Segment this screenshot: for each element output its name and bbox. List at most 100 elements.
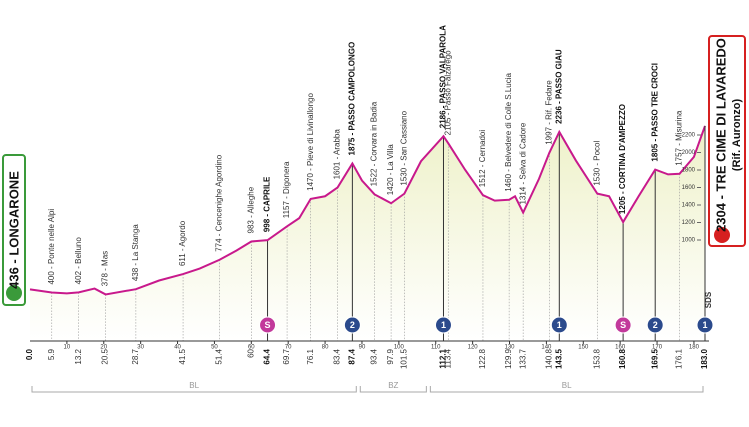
x-tick-label: 40 (174, 345, 181, 351)
region-label: BL (562, 381, 572, 390)
x-tick-label: 80 (322, 345, 329, 351)
x-tick-label: 30 (137, 345, 144, 351)
climb-badge-label: 1 (702, 320, 707, 330)
x-tick-label: 100 (394, 345, 405, 351)
x-tick-label: 180 (689, 345, 700, 351)
waypoint-label: 1420 - La Villa (386, 144, 395, 196)
x-tick-label: 10 (64, 345, 71, 351)
waypoint-label: 2105 - Passo Falzarego (443, 50, 452, 135)
climb-badge-label: 1 (441, 320, 446, 330)
waypoint-label: 1314 - Selva di Cadore (518, 122, 527, 204)
km-label: 60 (246, 348, 255, 357)
waypoint-label: 402 - Belluno (74, 237, 83, 285)
climb-badge-label: 2 (653, 320, 658, 330)
climb-badge-label: 2 (350, 320, 355, 330)
waypoint-label: 1875 - PASSO CAMPOLONGO (347, 42, 356, 156)
km-label: 93.4 (370, 348, 379, 364)
waypoint-label: 1757 - Misurina (675, 110, 684, 166)
y-tick-label: 1600 (682, 185, 696, 191)
climb-badge (696, 316, 714, 334)
finish-sublabel: (Rif. Auronzo) (731, 99, 743, 172)
km-label: 112.1 (439, 348, 448, 368)
km-label: 160.8 (618, 348, 627, 369)
km-label: 153.8 (592, 348, 601, 369)
climb-badge (259, 316, 277, 334)
start-label: 436 - LONGARONE (6, 171, 21, 289)
climb-badge-label: 1 (557, 320, 562, 330)
region-label: BZ (388, 381, 398, 390)
km-label: 122.8 (478, 348, 487, 369)
start-frame (2, 154, 26, 306)
finish-box (708, 35, 746, 247)
finish-frame (708, 35, 746, 247)
climb-badge (550, 316, 568, 334)
start-box (2, 154, 26, 306)
km-label: 133.7 (518, 348, 527, 369)
finish-km-label: 183.0 (700, 348, 709, 369)
climb-badge-label: S (620, 320, 626, 330)
sds-label: SDS (704, 291, 713, 308)
x-tick-label: 170 (652, 345, 663, 351)
km-label: 140.8 (544, 348, 553, 369)
waypoint-label: 1512 - Cernadoi (478, 130, 487, 188)
km-label: 51.4 (215, 348, 224, 364)
climb-badge (614, 316, 632, 334)
waypoint-label: 2236 - PASSO GIAU (554, 49, 563, 124)
km-label: 176.1 (675, 348, 684, 369)
km-label: 64.4 (263, 348, 272, 364)
x-tick-label: 70 (285, 345, 292, 351)
start-km-label: 0.0 (25, 348, 34, 360)
profile-line (29, 125, 706, 296)
x-tick-label: 140 (541, 345, 552, 351)
waypoint-label: 998 - CAPRILE (263, 176, 272, 232)
profile-area (30, 125, 705, 342)
y-tick-label: 1000 (682, 238, 696, 244)
km-label: 113.4 (443, 348, 452, 368)
waypoint-label: 1460 - Belvedere di Colle S.Lucia (504, 72, 513, 191)
waypoint-label: 1470 - Pieve di Livinallongo (306, 92, 315, 190)
waypoint-label: 774 - Cencenighe Agordino (215, 154, 224, 252)
km-label: 143.5 (554, 348, 563, 369)
km-label: 169.5 (650, 348, 659, 369)
waypoint-label: 378 - Mas (101, 251, 110, 287)
waypoint-label: 1157 - Digonera (282, 161, 291, 218)
km-label: 5.9 (47, 348, 56, 360)
waypoint-label: 1205 - CORTINA D'AMPEZZO (618, 104, 627, 214)
km-label: 76.1 (306, 348, 315, 364)
waypoint-label: 611 - Agordo (178, 220, 187, 266)
waypoint-label: 1530 - San Cassiano (399, 110, 408, 185)
start-icon (6, 285, 22, 301)
waypoint-label: 983 - Alleghe (246, 186, 255, 233)
finish-label: 2304 - TRE CIME DI LAVAREDO (713, 38, 728, 232)
waypoint-label: 1522 - Corvara in Badia (370, 101, 379, 186)
waypoint-label: 1997 - Rif. Fedare (544, 80, 553, 145)
x-tick-label: 60 (248, 345, 255, 351)
climb-badge (646, 316, 664, 334)
x-tick-label: 90 (359, 345, 366, 351)
x-tick-label: 160 (615, 345, 626, 351)
x-tick-label: 150 (578, 345, 589, 351)
climb-badge (343, 316, 361, 334)
y-tick-label: 2000 (682, 150, 696, 156)
km-label: 20.5 (101, 348, 110, 364)
km-label: 83.4 (333, 348, 342, 364)
km-label: 41.5 (178, 348, 187, 364)
km-label: 13.2 (74, 348, 83, 364)
waypoint-label: 2186 - PASSO VALPAROLA (439, 25, 448, 128)
climb-badge (434, 316, 452, 334)
x-tick-label: 120 (468, 345, 479, 351)
finish-icon (714, 227, 730, 243)
km-label: 97.9 (386, 348, 395, 364)
region-bracket (429, 386, 704, 393)
waypoint-label: 1530 - Pocol (592, 140, 601, 185)
waypoint-label: 1805 - PASSO TRE CROCI (650, 63, 659, 162)
km-label: 69.7 (282, 348, 291, 364)
y-tick-label: 1400 (682, 203, 696, 209)
y-tick-label: 1800 (682, 168, 696, 174)
km-label: 28.7 (131, 348, 140, 364)
climb-badge-label: S (265, 320, 271, 330)
x-tick-label: 110 (431, 345, 441, 351)
region-bracket (359, 386, 427, 393)
km-label: 101.5 (399, 348, 408, 369)
